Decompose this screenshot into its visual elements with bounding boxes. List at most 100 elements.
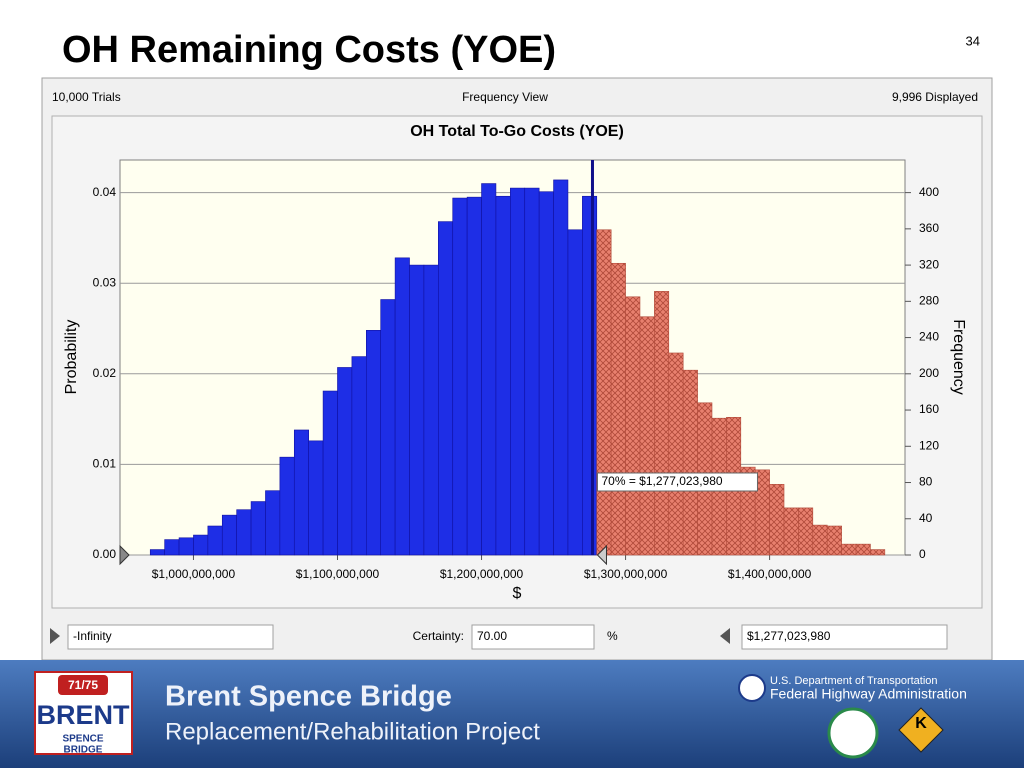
histogram-bar xyxy=(668,352,684,556)
histogram-bar xyxy=(625,296,641,556)
header-right: 9,996 Displayed xyxy=(892,90,978,104)
histogram-bar xyxy=(366,330,382,556)
y-tick-label: 0.00 xyxy=(93,547,117,561)
histogram-bar xyxy=(524,187,540,556)
logo-word: BRENT xyxy=(37,700,131,730)
histogram-bar xyxy=(380,299,396,556)
y2-axis-label: Frequency xyxy=(950,319,967,395)
x-tick-label: $1,200,000,000 xyxy=(440,567,524,581)
route-shield xyxy=(58,675,108,695)
histogram-bar xyxy=(682,369,698,556)
x-tick-label: $1,400,000,000 xyxy=(728,567,812,581)
y2-tick-label: 400 xyxy=(919,185,939,199)
y2-tick-label: 120 xyxy=(919,438,939,452)
dot-logo xyxy=(738,674,766,702)
y-axis-label: Probability xyxy=(63,320,80,395)
header-left: 10,000 Trials xyxy=(52,90,121,104)
histogram-bar xyxy=(236,509,252,556)
logo-route: 71/75 xyxy=(68,678,98,692)
logo-word: SPENCE xyxy=(62,734,103,745)
chart-title: OH Total To-Go Costs (YOE) xyxy=(410,123,624,140)
histogram-bar xyxy=(193,534,209,556)
plot: 0.00 0.01 0.02 0.03 0.04 0 40 80 120 160 200 240 280… xyxy=(93,160,939,581)
histogram-bar xyxy=(538,191,554,556)
histogram-bar xyxy=(308,440,324,556)
right-grabber xyxy=(596,544,607,566)
histogram-bar xyxy=(466,196,482,556)
histogram-bar xyxy=(798,507,814,556)
ohio-logo xyxy=(827,707,879,759)
project-title: Brent Spence Bridge xyxy=(165,681,452,713)
histogram-bar xyxy=(149,549,165,556)
y2-tick-label: 200 xyxy=(919,366,939,380)
right-value: $1,277,023,980 xyxy=(747,629,831,643)
y-tick-label: 0.01 xyxy=(93,457,117,471)
y-tick-label: 0.04 xyxy=(93,185,117,199)
logo-word: BRIDGE xyxy=(64,745,103,756)
y2-tick-label: 80 xyxy=(919,475,933,489)
left-value: -Infinity xyxy=(73,629,112,643)
certainty-label: 70% = $1,277,023,980 xyxy=(601,474,722,488)
ky-logo xyxy=(898,707,944,753)
histogram-bar xyxy=(207,525,223,556)
ky-letter: K xyxy=(915,715,927,732)
histogram-bar xyxy=(164,539,180,556)
slide-title: OH Remaining Costs (YOE) xyxy=(62,29,556,71)
y2-tick-label: 320 xyxy=(919,257,939,271)
histogram-bar xyxy=(769,484,785,556)
histogram-bar xyxy=(423,264,439,556)
histogram-bar xyxy=(409,264,425,556)
histogram-bar xyxy=(596,229,612,556)
histogram-bar xyxy=(337,367,353,556)
histogram-bar xyxy=(279,456,295,556)
histogram-bar xyxy=(841,543,857,556)
certainty-unit: % xyxy=(607,629,618,643)
left-arrow[interactable] xyxy=(50,628,60,644)
histogram-bar xyxy=(567,229,583,556)
y-tick-label: 0.03 xyxy=(93,275,117,289)
certainty-value: 70.00 xyxy=(477,629,507,643)
page-number: 34 xyxy=(966,33,980,48)
histogram-bar xyxy=(639,316,655,556)
y2-tick-label: 0 xyxy=(919,547,926,561)
histogram-bar xyxy=(481,183,497,556)
histogram-bar xyxy=(783,507,799,556)
histogram-bar xyxy=(221,514,237,556)
histogram-bar xyxy=(351,356,367,556)
agency-line: Federal Highway Administration xyxy=(770,686,967,702)
histogram-bar xyxy=(265,490,281,556)
x-tick-label: $1,100,000,000 xyxy=(296,567,380,581)
left-input[interactable] xyxy=(67,624,274,650)
histogram-bar xyxy=(654,291,670,556)
histogram-bar xyxy=(855,543,871,556)
histogram-bar xyxy=(495,195,511,556)
histogram-bar xyxy=(510,187,526,556)
y2-tick-label: 280 xyxy=(919,294,939,308)
agency-line: U.S. Department of Transportation xyxy=(770,675,938,687)
left-grabber xyxy=(119,544,130,566)
histogram-bar xyxy=(178,537,194,556)
certainty-caption: Certainty: xyxy=(413,629,464,643)
certainty-input[interactable] xyxy=(471,624,595,650)
histogram-bar xyxy=(870,549,886,556)
header-center: Frequency View xyxy=(462,90,548,104)
y2-tick-label: 160 xyxy=(919,402,939,416)
histogram-bar xyxy=(452,197,468,556)
x-tick-label: $1,300,000,000 xyxy=(584,567,668,581)
histogram-bar xyxy=(438,221,454,556)
y-tick-label: 0.02 xyxy=(93,366,117,380)
x-tick-label: $1,000,000,000 xyxy=(152,567,236,581)
histogram-bar xyxy=(394,257,410,556)
histogram-bar xyxy=(610,262,626,556)
histogram-bar xyxy=(322,390,338,556)
histogram-bar xyxy=(582,195,598,556)
histogram-bar xyxy=(826,525,842,556)
right-input[interactable] xyxy=(741,624,948,650)
y2-tick-label: 360 xyxy=(919,221,939,235)
right-arrow[interactable] xyxy=(720,628,730,644)
histogram-bar xyxy=(250,501,266,556)
y2-tick-label: 240 xyxy=(919,330,939,344)
x-axis-label: $ xyxy=(513,585,522,602)
histogram-bar xyxy=(293,429,309,556)
